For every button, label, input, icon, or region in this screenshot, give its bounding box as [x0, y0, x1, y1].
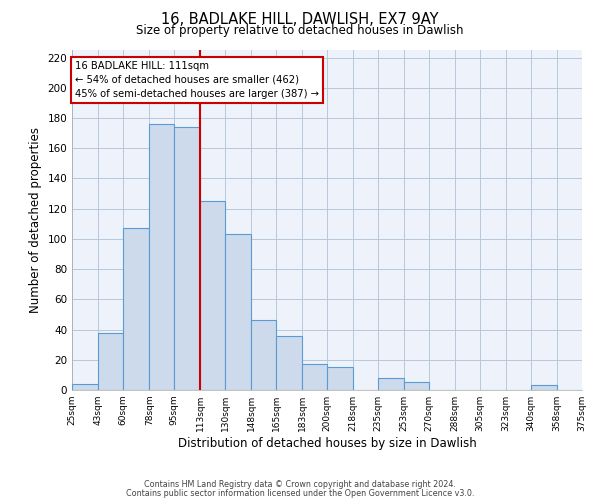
- Y-axis label: Number of detached properties: Number of detached properties: [29, 127, 42, 313]
- Bar: [174, 127, 200, 390]
- Text: 16, BADLAKE HILL, DAWLISH, EX7 9AY: 16, BADLAKE HILL, DAWLISH, EX7 9AY: [161, 12, 439, 28]
- X-axis label: Distribution of detached houses by size in Dawlish: Distribution of detached houses by size …: [178, 437, 476, 450]
- Bar: [98, 332, 123, 390]
- Text: Contains public sector information licensed under the Open Government Licence v3: Contains public sector information licen…: [126, 488, 474, 498]
- Bar: [327, 368, 353, 390]
- Bar: [276, 336, 302, 390]
- Bar: [404, 382, 429, 390]
- Text: 16 BADLAKE HILL: 111sqm
← 54% of detached houses are smaller (462)
45% of semi-d: 16 BADLAKE HILL: 111sqm ← 54% of detache…: [75, 60, 319, 98]
- Bar: [149, 124, 174, 390]
- Bar: [378, 378, 404, 390]
- Bar: [302, 364, 327, 390]
- Bar: [123, 228, 149, 390]
- Bar: [200, 201, 225, 390]
- Text: Contains HM Land Registry data © Crown copyright and database right 2024.: Contains HM Land Registry data © Crown c…: [144, 480, 456, 489]
- Bar: [251, 320, 276, 390]
- Bar: [72, 384, 98, 390]
- Bar: [531, 386, 557, 390]
- Text: Size of property relative to detached houses in Dawlish: Size of property relative to detached ho…: [136, 24, 464, 37]
- Bar: [225, 234, 251, 390]
